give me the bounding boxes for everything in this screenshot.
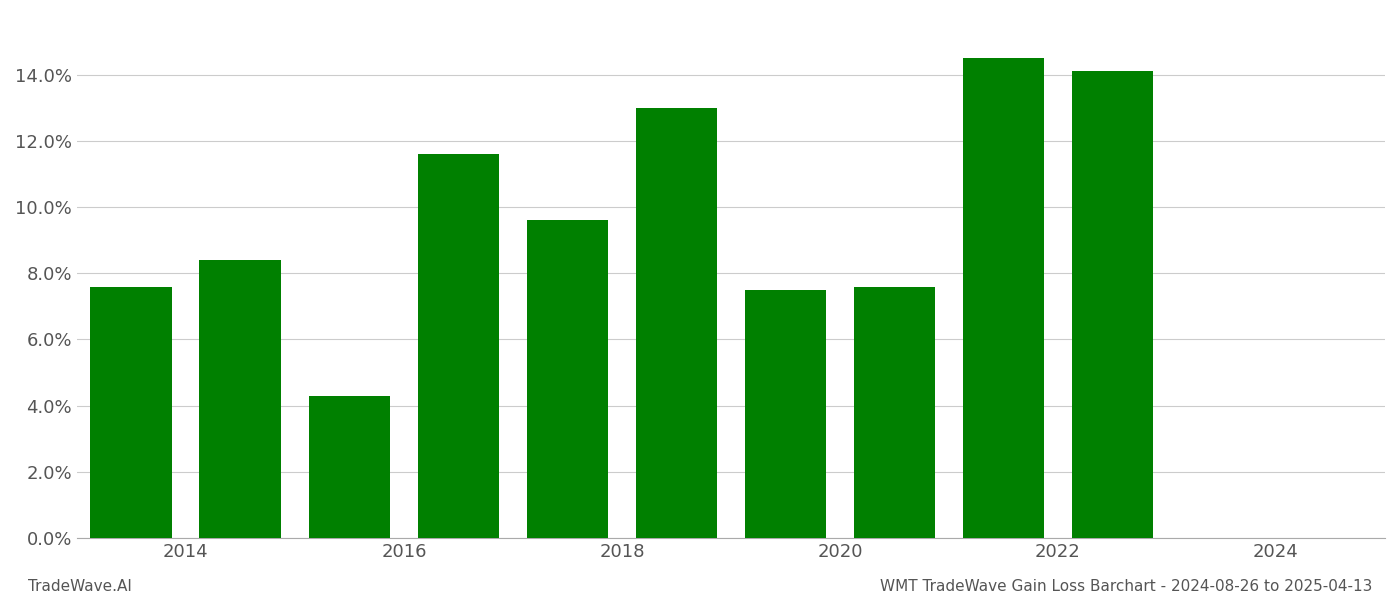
Text: TradeWave.AI: TradeWave.AI — [28, 579, 132, 594]
Bar — [526, 220, 608, 538]
Bar — [963, 58, 1044, 538]
Bar — [91, 287, 172, 538]
Text: WMT TradeWave Gain Loss Barchart - 2024-08-26 to 2025-04-13: WMT TradeWave Gain Loss Barchart - 2024-… — [879, 579, 1372, 594]
Bar — [636, 108, 717, 538]
Bar — [1071, 71, 1154, 538]
Bar — [745, 290, 826, 538]
Bar — [854, 287, 935, 538]
Bar — [308, 396, 391, 538]
Bar — [199, 260, 281, 538]
Bar — [417, 154, 500, 538]
